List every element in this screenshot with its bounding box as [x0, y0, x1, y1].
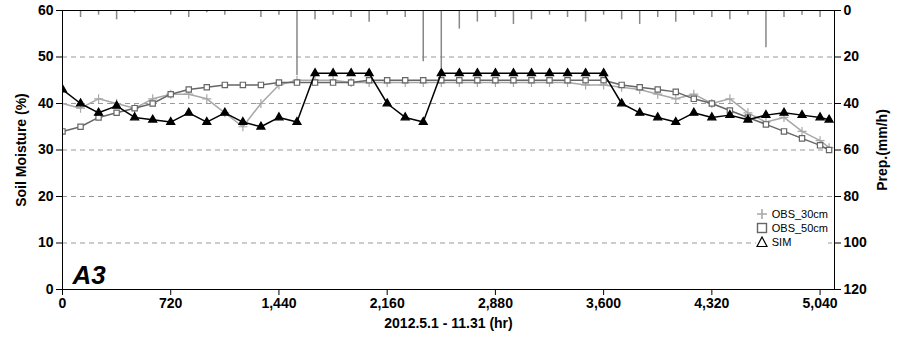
svg-text:0: 0 [844, 2, 852, 18]
svg-text:100: 100 [844, 234, 868, 250]
svg-text:60: 60 [38, 2, 54, 18]
svg-text:2012.5.1 - 11.31 (hr): 2012.5.1 - 11.31 (hr) [384, 315, 512, 331]
svg-text:20: 20 [844, 48, 860, 64]
svg-text:0: 0 [46, 281, 54, 297]
svg-text:30: 30 [38, 141, 54, 157]
svg-text:2,880: 2,880 [478, 295, 513, 311]
svg-text:A3: A3 [72, 260, 107, 290]
svg-text:20: 20 [38, 188, 54, 204]
svg-text:1,440: 1,440 [261, 295, 296, 311]
svg-text:40: 40 [38, 95, 54, 111]
svg-text:120: 120 [844, 281, 868, 297]
svg-text:3,600: 3,600 [586, 295, 621, 311]
svg-text:60: 60 [844, 141, 860, 157]
html-text:SIM: SIM [771, 236, 792, 248]
svg-text:Soil Moisture (%): Soil Moisture (%) [13, 93, 29, 207]
svg-text:720: 720 [159, 295, 183, 311]
svg-text:5,040: 5,040 [803, 295, 838, 311]
svg-text:0: 0 [59, 295, 67, 311]
svg-text:Prep.(mm/h): Prep.(mm/h) [874, 109, 890, 191]
svg-text:50: 50 [38, 48, 54, 64]
svg-text:10: 10 [38, 234, 54, 250]
svg-text:40: 40 [844, 95, 860, 111]
html-text:OBS_30cm: OBS_30cm [771, 208, 828, 220]
svg-text:4,320: 4,320 [694, 295, 729, 311]
svg-text:80: 80 [844, 188, 860, 204]
svg-text:2,160: 2,160 [370, 295, 405, 311]
html-text:OBS_50cm: OBS_50cm [771, 222, 828, 234]
